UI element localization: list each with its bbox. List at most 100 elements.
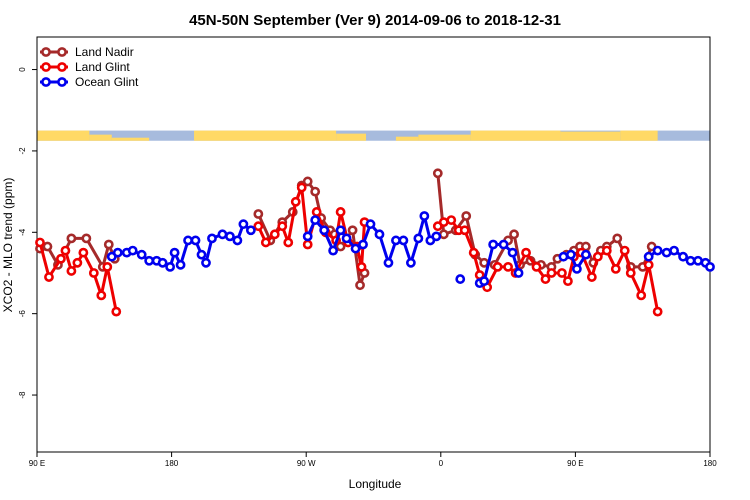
data-point-land-glint	[652, 306, 663, 317]
y-axis: 0 -2 -4 -6 -8	[18, 67, 37, 399]
data-point-ocean-glint	[144, 255, 155, 266]
data-point-ocean-glint	[498, 239, 509, 250]
data-point-land-glint	[625, 268, 636, 278]
data-point-land-glint	[468, 247, 479, 258]
data-point-ocean-glint	[358, 239, 368, 250]
band-land	[560, 131, 621, 141]
data-point-land-nadir	[81, 233, 92, 244]
data-point-land-nadir	[355, 280, 365, 291]
legend-marker-ocean-glint	[57, 77, 67, 87]
data-point-ocean-glint	[374, 229, 385, 240]
data-point-land-nadir	[66, 233, 77, 244]
data-point-ocean-glint	[405, 257, 416, 268]
legend-marker-land-glint	[41, 62, 51, 72]
data-point-ocean-glint	[488, 239, 499, 250]
band-land	[620, 130, 658, 141]
band-land	[37, 130, 90, 141]
data-point-ocean-glint	[661, 247, 672, 258]
data-point-land-glint	[277, 221, 288, 232]
data-point-ocean-glint	[112, 247, 123, 258]
band-land	[89, 134, 112, 141]
data-point-land-glint	[311, 207, 322, 217]
data-point-land-nadir	[335, 241, 346, 252]
data-point-land-glint	[283, 237, 294, 248]
data-point-land-glint	[643, 259, 654, 270]
data-point-ocean-glint	[238, 219, 249, 230]
data-point-ocean-glint	[232, 235, 243, 246]
data-point-ocean-glint	[693, 255, 703, 266]
data-point-land-nadir	[302, 176, 313, 187]
data-point-ocean-glint	[328, 245, 339, 256]
data-point-ocean-glint	[319, 225, 330, 236]
data-point-ocean-glint	[652, 245, 663, 256]
x-tick-label: 90 E	[29, 459, 45, 468]
data-point-land-nadir	[509, 229, 519, 240]
data-point-land-glint	[111, 306, 122, 317]
y-tick-label: 0	[18, 67, 27, 72]
data-point-ocean-glint	[391, 235, 401, 246]
data-point-ocean-glint	[310, 215, 321, 225]
data-point-land-glint	[592, 251, 603, 262]
band-land	[336, 133, 367, 141]
band-land	[418, 134, 471, 141]
data-point-land-glint	[446, 215, 457, 225]
data-point-ocean-glint	[513, 268, 524, 278]
data-point-land-glint	[290, 196, 301, 207]
data-point-ocean-glint	[201, 257, 211, 268]
data-point-ocean-glint	[413, 233, 424, 244]
data-point-land-glint	[531, 261, 542, 272]
data-point-land-nadir	[347, 225, 358, 236]
data-point-land-glint	[72, 257, 83, 268]
data-point-ocean-glint	[225, 231, 235, 242]
data-point-ocean-glint	[335, 225, 346, 236]
data-point-ocean-glint	[669, 245, 680, 256]
data-point-land-glint	[610, 264, 621, 274]
data-point-land-nadir	[438, 229, 449, 240]
data-point-ocean-glint	[190, 235, 201, 246]
data-point-land-glint	[601, 245, 612, 256]
data-point-land-glint	[35, 237, 45, 248]
data-point-ocean-glint	[207, 233, 217, 244]
data-point-land-glint	[56, 253, 66, 264]
data-point-ocean-glint	[217, 229, 228, 240]
band-ocean	[37, 130, 710, 141]
data-point-ocean-glint	[365, 219, 376, 230]
data-point-ocean-glint	[643, 251, 654, 262]
data-point-ocean-glint	[419, 211, 430, 221]
x-axis-label: Longitude	[349, 477, 402, 491]
data-point-land-glint	[269, 229, 280, 240]
legend-label-land-nadir: Land Nadir	[75, 45, 134, 59]
data-point-land-glint	[60, 245, 71, 256]
data-point-ocean-glint	[678, 251, 688, 262]
y-tick-label: -4	[18, 228, 27, 236]
data-point-ocean-glint	[431, 231, 442, 242]
data-point-ocean-glint	[196, 249, 207, 260]
data-point-ocean-glint	[383, 257, 394, 268]
data-point-ocean-glint	[245, 225, 256, 236]
data-point-land-glint	[302, 239, 313, 250]
y-tick-label: -6	[18, 310, 27, 318]
chart-title: 45N-50N September (Ver 9) 2014-09-06 to …	[189, 12, 561, 29]
data-point-land-glint	[492, 261, 503, 272]
data-point-land-glint	[96, 290, 107, 301]
data-point-ocean-glint	[157, 257, 168, 268]
data-point-ocean-glint	[580, 249, 591, 260]
x-tick-label: 0	[439, 459, 444, 468]
series-layer	[35, 168, 715, 317]
data-point-land-glint	[335, 207, 346, 217]
data-point-land-glint	[356, 261, 367, 272]
legend-marker-ocean-glint	[41, 77, 51, 87]
data-point-land-nadir	[310, 186, 321, 197]
data-point-land-nadir	[461, 211, 472, 221]
band-land	[111, 137, 150, 141]
series-ocean-glint	[106, 211, 715, 289]
legend-label-ocean-glint: Ocean Glint	[75, 75, 139, 89]
data-point-ocean-glint	[685, 255, 696, 266]
land-mask-band	[37, 130, 710, 141]
data-point-ocean-glint	[302, 231, 313, 242]
legend-marker-land-nadir	[41, 47, 51, 57]
data-point-land-glint	[253, 221, 264, 232]
data-point-ocean-glint	[398, 235, 409, 246]
y-tick-label: -8	[18, 391, 27, 399]
